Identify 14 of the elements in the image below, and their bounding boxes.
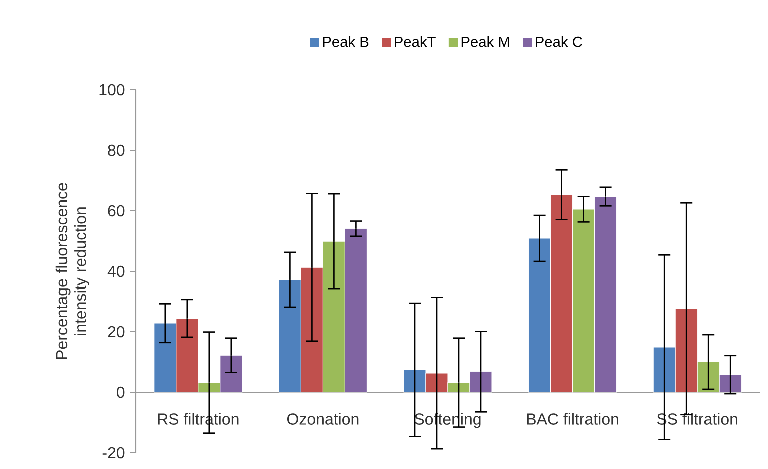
y-tick-label: -20 <box>102 447 125 459</box>
y-tick-label: 100 <box>100 84 125 96</box>
y-tick-label: 40 <box>108 266 125 278</box>
y-tick-label: 0 <box>117 386 125 398</box>
legend-label: Peak B <box>323 36 369 48</box>
legend-label: PeakT <box>395 36 436 48</box>
legend-label: Peak C <box>536 36 582 48</box>
y-tick-label: 20 <box>108 326 125 338</box>
legend-label: Peak M <box>462 36 510 48</box>
y-axis-title: Percentage fluorescence intensity reduction <box>56 183 90 360</box>
y-tick-label: 80 <box>108 144 125 156</box>
y-tick-label: 60 <box>108 205 125 217</box>
x-tick-label: Ozonation <box>287 413 359 425</box>
x-tick-label: BAC filtration <box>527 413 618 425</box>
